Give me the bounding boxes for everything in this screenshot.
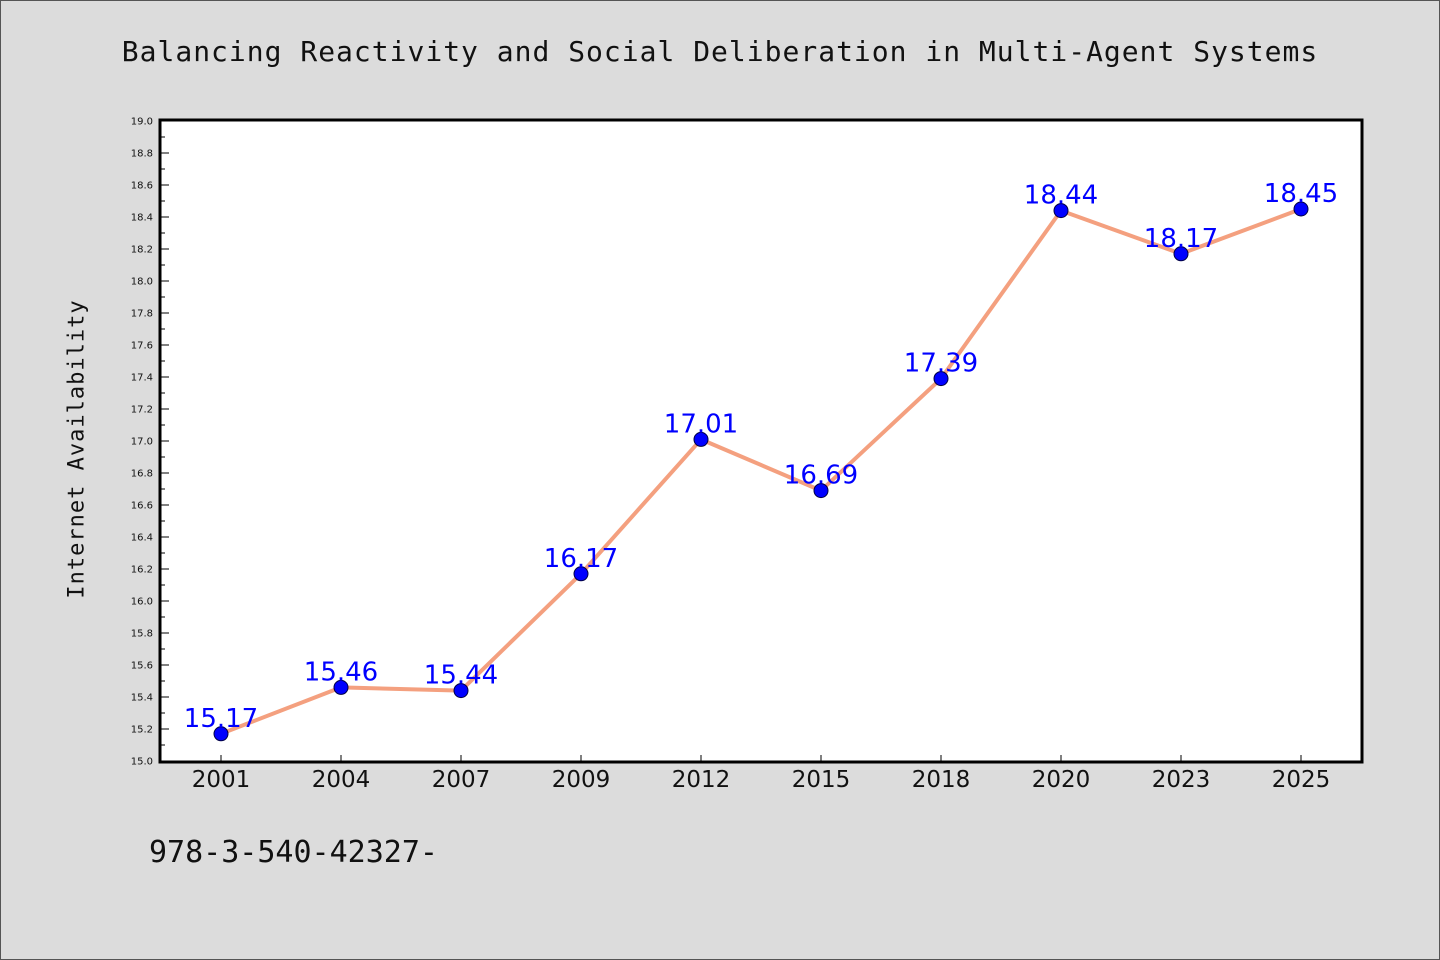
data-label: 17.39: [904, 349, 978, 379]
data-label: 17.01: [664, 409, 738, 439]
y-tick-label: 18.0: [131, 277, 153, 288]
x-axis-ticks: 2001 2004 2007 2009 2012 2015 2018 2020 2023 2025: [192, 755, 1331, 793]
y-axis-ticks: 15.0 15.2 15.4 15.6 15.8 16.0 16.2 16.4 16.6 16.8…: [131, 117, 169, 768]
footer-text: 978-3-540-42327-: [149, 835, 438, 870]
y-tick-label: 17.8: [131, 309, 153, 320]
y-tick-label: 15.0: [131, 757, 153, 768]
series-line: [220, 207, 1302, 736]
data-point: [213, 726, 229, 742]
data-label: 18.45: [1264, 179, 1338, 209]
plot-area: [158, 118, 1364, 764]
data-label: 15.17: [184, 704, 258, 734]
y-tick-label: 17.0: [131, 437, 153, 448]
data-point: [693, 431, 709, 447]
y-tick-label: 17.2: [131, 405, 153, 416]
y-tick-label: 18.2: [131, 245, 153, 256]
y-tick-label: 16.8: [131, 469, 153, 480]
data-markers: [213, 201, 1309, 742]
y-tick-label: 16.4: [131, 533, 153, 544]
x-tick-label: 2025: [1272, 767, 1331, 793]
data-point: [1293, 201, 1309, 217]
data-point: [1053, 203, 1069, 219]
data-point: [813, 483, 829, 499]
x-tick-label: 2007: [432, 767, 491, 793]
y-tick-label: 17.6: [131, 341, 153, 352]
data-label: 18.44: [1024, 181, 1098, 211]
y-tick-label: 16.0: [131, 597, 153, 608]
y-tick-label: 15.4: [131, 693, 153, 704]
data-point: [333, 679, 349, 695]
data-label: 15.46: [304, 657, 378, 687]
data-label: 16.17: [544, 544, 618, 574]
data-point: [1173, 246, 1189, 262]
y-tick-label: 19.0: [131, 117, 153, 128]
x-tick-label: 2004: [312, 767, 371, 793]
x-tick-label: 2009: [552, 767, 611, 793]
data-label: 15.44: [424, 661, 498, 691]
y-tick-label: 18.6: [131, 181, 153, 192]
y-tick-label: 15.8: [131, 629, 153, 640]
x-tick-label: 2012: [672, 767, 731, 793]
data-point: [573, 566, 589, 582]
x-tick-label: 2001: [192, 767, 251, 793]
data-label: 16.69: [784, 461, 858, 491]
y-tick-label: 16.2: [131, 565, 153, 576]
data-label: 18.17: [1144, 224, 1218, 254]
y-tick-label: 18.4: [131, 213, 153, 224]
x-tick-label: 2023: [1152, 767, 1211, 793]
data-labels: 15.17 15.46 15.44 16.17 17.01 16.69 17.39 18.44…: [184, 179, 1338, 734]
y-tick-label: 18.8: [131, 149, 153, 160]
data-point: [933, 371, 949, 387]
data-point: [453, 683, 469, 699]
y-tick-label: 15.2: [131, 725, 153, 736]
y-tick-label: 15.6: [131, 661, 153, 672]
chart-title: Balancing Reactivity and Social Delibera…: [121, 35, 1319, 68]
x-tick-label: 2020: [1032, 767, 1091, 793]
y-tick-label: 16.6: [131, 501, 153, 512]
y-tick-label: 17.4: [131, 373, 153, 384]
x-tick-label: 2018: [912, 767, 971, 793]
x-tick-label: 2015: [792, 767, 851, 793]
